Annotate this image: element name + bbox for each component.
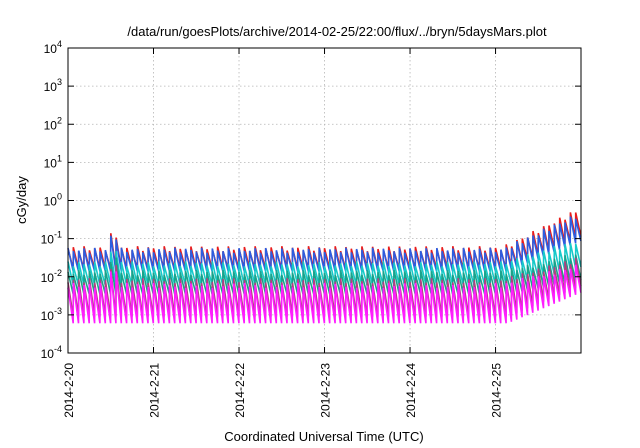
x-tick-label: 2014-2-20 [62, 363, 76, 418]
series-layer [67, 212, 582, 324]
y-axis-label: cGy/day [14, 176, 29, 224]
x-tick-label: 2014-2-23 [319, 363, 333, 418]
x-tick-label: 2014-2-21 [148, 363, 162, 418]
chart-title: /data/run/goesPlots/archive/2014-02-25/2… [127, 24, 547, 39]
x-tick-label: 2014-2-25 [490, 363, 504, 418]
x-axis-ticks: 2014-2-20 2014-2-21 2014-2-22 2014-2-23 2014… [62, 48, 504, 418]
x-tick-label: 2014-2-22 [233, 363, 247, 418]
x-tick-label: 2014-2-24 [404, 363, 418, 418]
series-line [67, 264, 582, 324]
x-axis-label: Coordinated Universal Time (UTC) [224, 429, 423, 444]
